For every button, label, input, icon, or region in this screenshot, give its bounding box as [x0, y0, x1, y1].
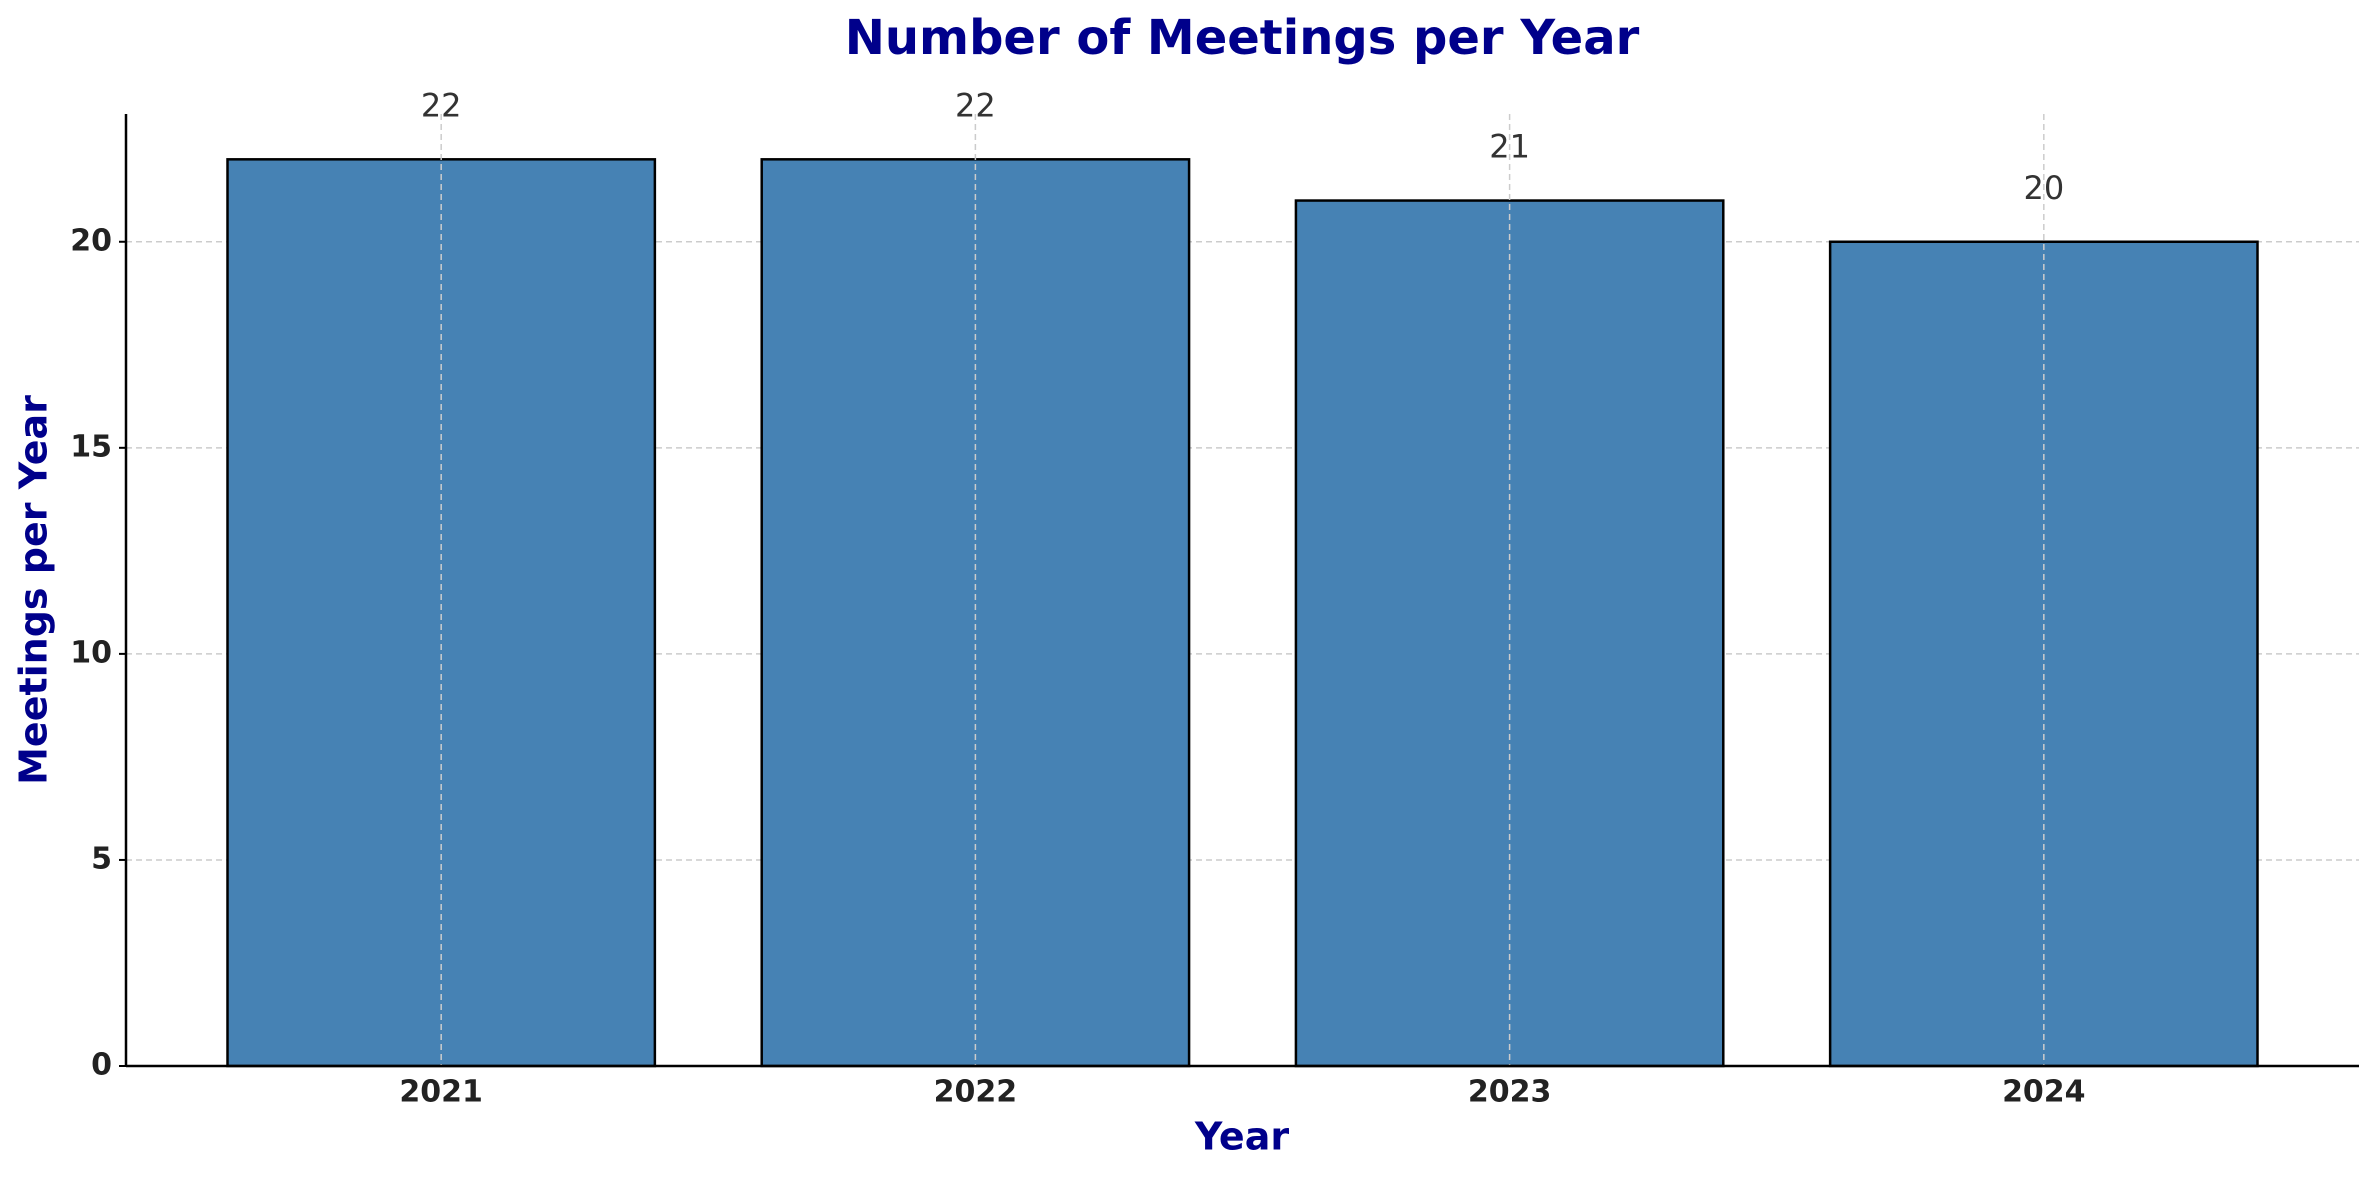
x-tick-label: 2021	[399, 1075, 483, 1110]
x-tick-label: 2023	[1468, 1075, 1552, 1110]
x-tick-label: 2024	[2002, 1075, 2086, 1110]
chart-title: Number of Meetings per Year	[845, 10, 1640, 66]
y-tick-label: 15	[70, 429, 112, 464]
x-axis-label: Year	[1194, 1115, 1289, 1159]
y-tick-label: 10	[70, 635, 112, 670]
y-tick-label: 0	[91, 1048, 112, 1083]
y-tick-label: 20	[70, 223, 112, 258]
y-tick-label: 5	[91, 841, 112, 876]
y-axis-label: Meetings per Year	[12, 395, 56, 785]
x-tick-label: 2022	[934, 1075, 1018, 1110]
